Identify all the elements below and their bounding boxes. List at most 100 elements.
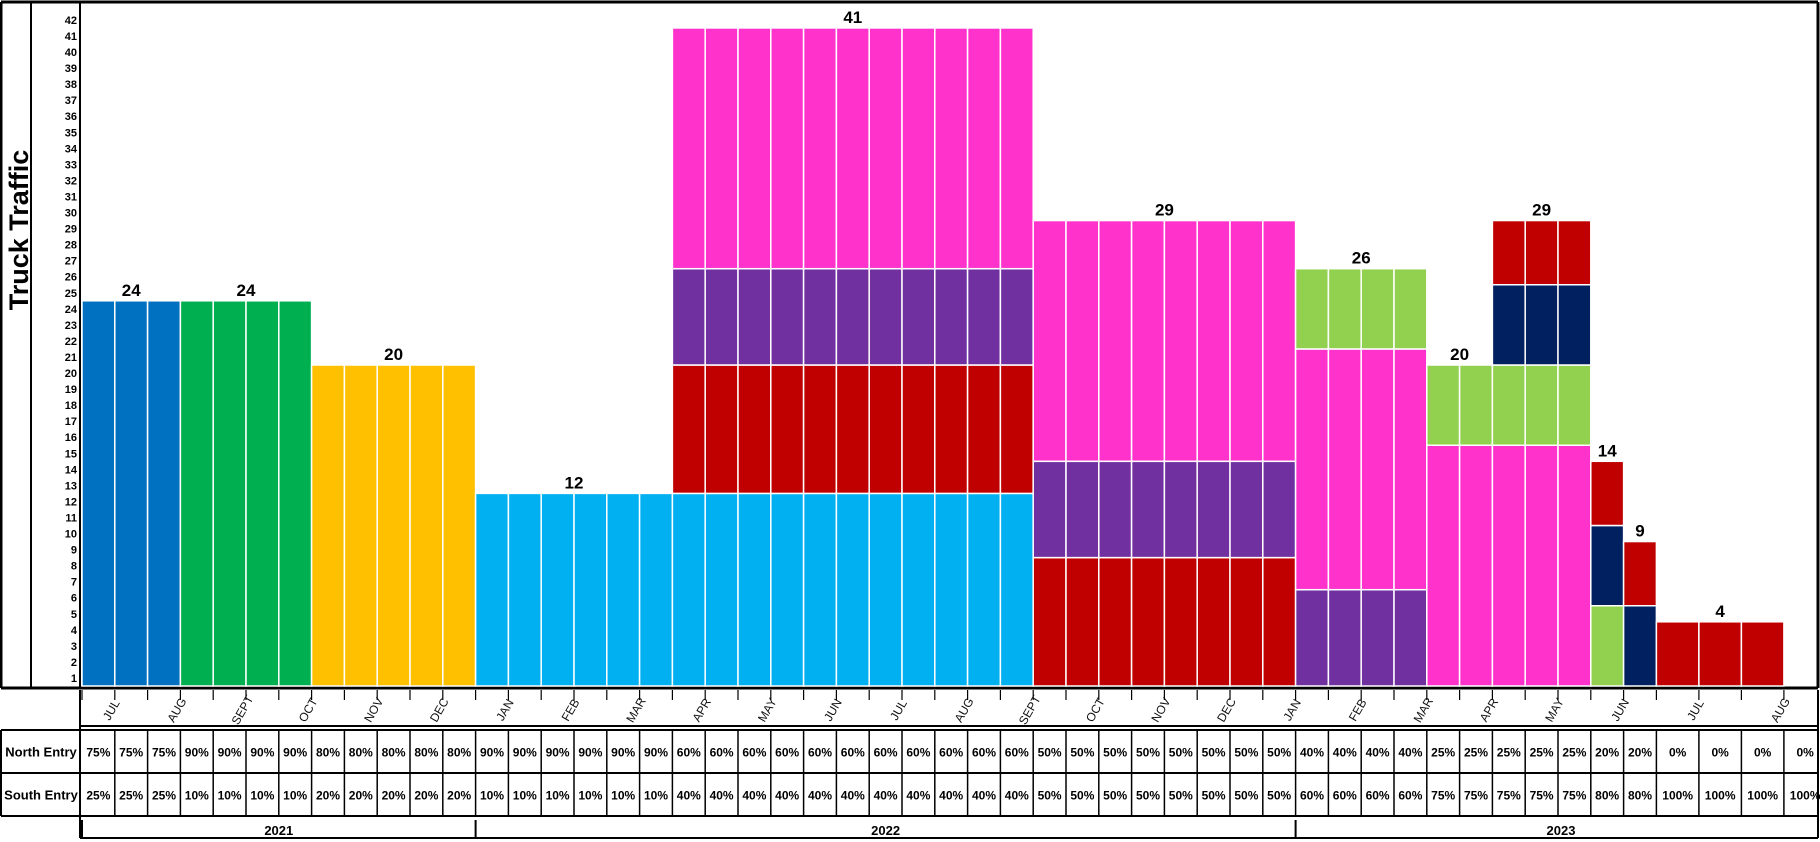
- south-entry-value: 10%: [644, 789, 668, 803]
- bar-segment: [770, 492, 805, 687]
- bar-segment: [737, 492, 772, 687]
- bar-segment: [835, 267, 870, 366]
- bar-segment: [1098, 460, 1133, 559]
- month-label: MAY: [755, 696, 780, 725]
- month-label: JAN: [493, 697, 516, 724]
- bar-segment: [737, 27, 772, 270]
- north-entry-value: 0%: [1754, 746, 1772, 760]
- north-entry-value: 50%: [1169, 746, 1193, 760]
- y-tick-label: 25: [65, 288, 77, 300]
- bar-segment: [868, 27, 903, 270]
- bar-total-label: 24: [122, 281, 141, 300]
- north-entry-value: 75%: [152, 746, 176, 760]
- y-tick-label: 41: [65, 31, 77, 43]
- y-tick-label: 31: [65, 191, 77, 203]
- bar-segment: [146, 300, 182, 687]
- y-tick-label: 38: [65, 79, 77, 91]
- south-entry-value: 60%: [1333, 789, 1357, 803]
- north-entry-value: 90%: [185, 746, 209, 760]
- north-entry-value: 40%: [1398, 746, 1422, 760]
- bar-segment: [704, 364, 739, 495]
- y-tick-label: 22: [65, 336, 77, 348]
- month-label: FEB: [1346, 696, 1370, 723]
- south-entry-value: 10%: [611, 789, 635, 803]
- bar-total-label: 26: [1352, 249, 1371, 268]
- bar-segment: [999, 364, 1034, 495]
- month-label: AUG: [164, 695, 189, 725]
- south-entry-value: 80%: [1595, 789, 1619, 803]
- north-entry-value: 60%: [874, 746, 898, 760]
- south-entry-value: 10%: [218, 789, 242, 803]
- bar-segment: [1360, 588, 1395, 687]
- bar-segment: [770, 267, 805, 366]
- south-entry-value: 60%: [1366, 789, 1390, 803]
- north-entry-value: 60%: [710, 746, 734, 760]
- y-tick-label: 37: [65, 95, 77, 107]
- north-entry-value: 60%: [808, 746, 832, 760]
- bar-segment: [1196, 556, 1231, 687]
- y-tick-label: 2: [71, 657, 77, 669]
- bar-segment: [1622, 540, 1658, 607]
- south-entry-value: 60%: [1300, 789, 1324, 803]
- bar-segment: [1163, 219, 1198, 463]
- month-label: DEC: [427, 695, 452, 724]
- bar-segment: [1491, 284, 1526, 366]
- bar-segment: [1294, 267, 1330, 350]
- bar-segment: [1426, 364, 1461, 446]
- bar-segment: [704, 492, 739, 687]
- north-entry-value: 80%: [447, 746, 471, 760]
- month-label: APR: [690, 696, 715, 725]
- bar-segment: [1491, 219, 1526, 286]
- bar-segment: [1524, 444, 1559, 687]
- bar-segment: [278, 300, 313, 687]
- north-entry-value: 90%: [578, 746, 602, 760]
- bar-segment: [1360, 267, 1395, 350]
- month-label: JUN: [821, 696, 845, 723]
- north-entry-value: 50%: [1234, 746, 1258, 760]
- bar-segment: [1196, 460, 1231, 559]
- bar-segment: [1590, 605, 1625, 687]
- entry-table: North Entry South Entry 75% 25% 75% 25% 75% 25%…: [0, 729, 1820, 817]
- bar-segment: [1327, 348, 1362, 591]
- bar-segment: [1130, 219, 1166, 463]
- y-tick-label: 35: [65, 127, 77, 139]
- bar-segment: [638, 492, 674, 687]
- south-entry-value: 60%: [1398, 789, 1422, 803]
- bar-segment: [1098, 219, 1133, 463]
- north-entry-value: 90%: [480, 746, 504, 760]
- month-label: OCT: [296, 695, 321, 725]
- south-entry-value: 10%: [578, 789, 602, 803]
- south-entry-value: 25%: [86, 789, 110, 803]
- south-entry-label: South Entry: [4, 788, 78, 803]
- y-tick-label: 24: [65, 304, 78, 316]
- north-entry-value: 40%: [1366, 746, 1390, 760]
- south-entry-value: 75%: [1562, 789, 1586, 803]
- month-label: FEB: [559, 696, 583, 723]
- bar-segment: [1196, 219, 1231, 463]
- bar-segment: [966, 267, 1002, 366]
- north-entry-value: 90%: [513, 746, 537, 760]
- bar-segment: [409, 364, 444, 687]
- bar-segment: [802, 27, 838, 270]
- north-entry-value: 25%: [1431, 746, 1455, 760]
- bar-segment: [1655, 621, 1700, 687]
- bar-segment: [934, 364, 969, 495]
- south-entry-value: 50%: [1267, 789, 1291, 803]
- bar-segment: [1458, 444, 1494, 687]
- bar-segment: [999, 492, 1034, 687]
- bar-segment: [966, 27, 1002, 270]
- y-tick-label: 19: [65, 384, 77, 396]
- bar-segment: [868, 267, 903, 366]
- north-entry-value: 90%: [250, 746, 274, 760]
- bar-segment: [1163, 556, 1198, 687]
- north-entry-value: 25%: [1497, 746, 1521, 760]
- north-entry-value: 20%: [1628, 746, 1652, 760]
- north-entry-value: 60%: [906, 746, 930, 760]
- north-entry-value: 90%: [546, 746, 570, 760]
- y-axis-title: Truck Traffic: [4, 150, 34, 311]
- south-entry-value: 20%: [316, 789, 340, 803]
- y-tick-label: 27: [65, 256, 77, 268]
- bar-segment: [901, 364, 936, 495]
- bar-segment: [1065, 460, 1100, 559]
- bar-segment: [1393, 267, 1428, 350]
